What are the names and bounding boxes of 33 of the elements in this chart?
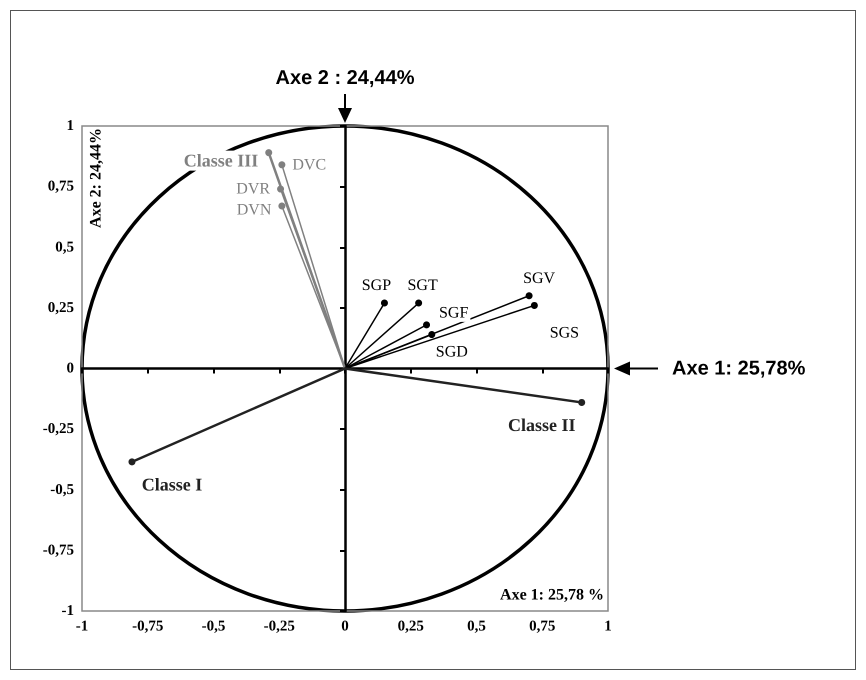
y-tick-label: 1 [66, 118, 74, 134]
text: Axe 2 : 24,44% [276, 67, 415, 89]
text: Axe 1: 25,78% [672, 358, 806, 380]
x-tick-label: 0 [341, 618, 349, 634]
y-tick-label: -0,75 [42, 542, 74, 558]
x-axis-title: Axe 1: 25,78 % [500, 586, 604, 604]
series-label: Classe I [142, 474, 202, 494]
series-label: SGS [550, 324, 580, 342]
x-tick-label: 0,75 [529, 618, 556, 634]
y-tick-label: -0,25 [42, 421, 74, 438]
y-axis-title: Axe 2: 24,44% [88, 128, 104, 228]
y-tick-label: 0 [66, 360, 74, 376]
series-label: SGP [362, 277, 392, 294]
y-tick-label: 0,25 [48, 300, 74, 316]
series-label: SGD [436, 344, 468, 361]
series-label: Classe II [508, 414, 576, 435]
y-tick-label: 0,75 [48, 178, 74, 195]
y-tick-label: -1 [62, 603, 74, 619]
x-tick-label: 0,25 [398, 618, 424, 634]
series-label: SGF [439, 304, 468, 322]
series-label: Classe III [184, 150, 258, 171]
series-label: SGV [523, 270, 556, 287]
x-tick-label: -0,25 [264, 618, 295, 634]
series-label: SGT [408, 277, 438, 294]
series-label: DVR [236, 180, 270, 198]
x-tick-label: 0,5 [467, 618, 486, 634]
x-tick-label: -0,5 [202, 618, 226, 634]
x-tick-label: -0,75 [132, 618, 164, 634]
series-label: DVN [236, 202, 272, 219]
y-tick-label: 0,5 [55, 239, 74, 256]
series-label: DVC [292, 156, 326, 174]
x-tick-label: 1 [604, 618, 612, 634]
y-tick-label: -0,5 [50, 482, 74, 498]
